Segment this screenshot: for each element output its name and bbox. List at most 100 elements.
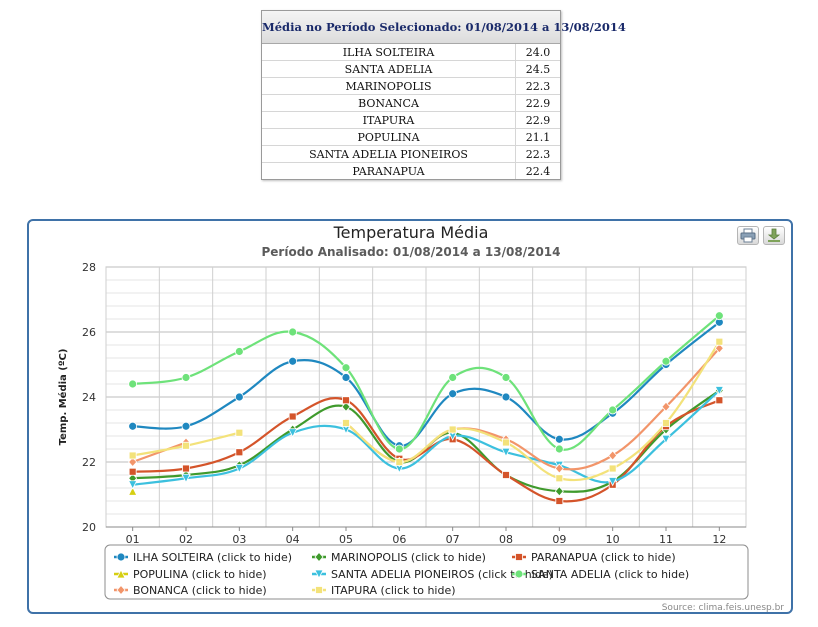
data-point-santa-adelia-pioneiros[interactable] xyxy=(661,434,671,445)
data-point-santa-adelia[interactable] xyxy=(501,373,511,382)
data-point-paranapua[interactable] xyxy=(235,448,244,457)
data-point-ilha-solteira[interactable] xyxy=(448,389,458,399)
legend-marker[interactable] xyxy=(116,584,126,596)
data-point-santa-adelia[interactable] xyxy=(554,444,564,454)
data-point-santa-adelia-pioneiros[interactable] xyxy=(608,477,618,487)
x-tick-label: 02 xyxy=(179,533,193,546)
data-point-ilha-solteira[interactable] xyxy=(288,356,298,366)
data-point-ilha-solteira[interactable] xyxy=(128,421,138,431)
x-tick-label: 06 xyxy=(392,533,406,546)
data-point-paranapua[interactable] xyxy=(502,471,510,479)
data-point-ilha-solteira[interactable] xyxy=(341,373,351,382)
data-point-paranapua[interactable] xyxy=(128,467,137,476)
legend-label: PARANAPUA (click to hide) xyxy=(531,551,676,564)
legend-item-paranapua[interactable]: PARANAPUA (click to hide) xyxy=(512,551,676,564)
station-name: POPULINA xyxy=(262,128,516,146)
data-point-itapura[interactable] xyxy=(395,458,404,466)
legend-marker[interactable] xyxy=(116,552,126,562)
data-point-ilha-solteira[interactable] xyxy=(501,392,511,402)
data-point-ilha-solteira[interactable] xyxy=(234,392,244,402)
data-point-bonanca[interactable] xyxy=(128,456,138,468)
data-point-santa-adelia[interactable] xyxy=(128,379,138,389)
legend-label: MARINOPOLIS (click to hide) xyxy=(331,551,486,564)
data-point-santa-adelia[interactable] xyxy=(661,356,671,366)
print-button[interactable] xyxy=(737,226,759,245)
data-point-ilha-solteira[interactable] xyxy=(554,434,564,444)
x-tick-label: 01 xyxy=(126,533,140,546)
station-average: 24.0 xyxy=(525,45,551,59)
data-point-santa-adelia[interactable] xyxy=(288,327,298,337)
station-name: SANTA ADELIA PIONEIROS xyxy=(262,145,516,163)
legend-label: SANTA ADELIA PIONEIROS (click to hide) xyxy=(331,568,553,581)
data-point-paranapua[interactable] xyxy=(342,396,350,405)
table-row: POPULINA 21.1 xyxy=(262,128,560,146)
legend-item-ilha-solteira[interactable]: ILHA SOLTEIRA (click to hide) xyxy=(114,551,292,564)
x-tick-label: 05 xyxy=(339,533,353,546)
data-point-bonanca[interactable] xyxy=(554,463,564,474)
data-point-santa-adelia-pioneiros[interactable] xyxy=(288,428,298,438)
data-point-santa-adelia-pioneiros[interactable] xyxy=(714,386,724,396)
data-point-itapura[interactable] xyxy=(448,425,457,434)
data-point-ilha-solteira[interactable] xyxy=(181,421,191,431)
data-point-santa-adelia[interactable] xyxy=(448,373,458,382)
legend-item-bonanca[interactable]: BONANCA (click to hide) xyxy=(114,584,267,597)
summary-body: ILHA SOLTEIRA 24.0 SANTA ADELIA 24.5 MARINOP… xyxy=(262,44,560,179)
data-point-itapura[interactable] xyxy=(182,441,190,450)
x-tick-label: 08 xyxy=(499,533,513,546)
legend-marker[interactable] xyxy=(514,569,524,579)
data-point-itapura[interactable] xyxy=(502,438,510,447)
y-tick-label: 22 xyxy=(82,456,96,469)
data-point-santa-adelia[interactable] xyxy=(341,363,351,373)
data-point-itapura[interactable] xyxy=(715,337,724,346)
data-point-itapura[interactable] xyxy=(662,419,670,427)
y-tick-label: 28 xyxy=(82,261,96,274)
data-point-santa-adelia-pioneiros[interactable] xyxy=(128,480,138,490)
station-name: ITAPURA xyxy=(262,111,516,129)
data-point-santa-adelia-pioneiros[interactable] xyxy=(501,447,511,458)
data-point-itapura[interactable] xyxy=(128,451,137,460)
data-point-bonanca[interactable] xyxy=(714,343,724,354)
station-average: 24.5 xyxy=(515,60,560,78)
legend-item-populina[interactable]: POPULINA (click to hide) xyxy=(114,568,267,581)
station-average: 22.4 xyxy=(515,162,560,179)
data-point-paranapua[interactable] xyxy=(555,497,564,505)
station-name: BONANCA xyxy=(262,94,516,112)
data-point-marinopolis[interactable] xyxy=(341,401,351,412)
data-point-itapura[interactable] xyxy=(608,464,617,473)
data-point-santa-adelia[interactable] xyxy=(608,405,618,415)
printer-icon xyxy=(740,228,756,243)
legend-marker[interactable] xyxy=(314,551,324,563)
legend-marker[interactable] xyxy=(315,586,323,594)
legend-item-santa-adelia-pioneiros[interactable]: SANTA ADELIA PIONEIROS (click to hide) xyxy=(312,568,553,581)
data-point-santa-adelia[interactable] xyxy=(181,373,191,382)
legend-item-santa-adelia[interactable]: SANTA ADELIA (click to hide) xyxy=(512,568,689,581)
data-point-itapura[interactable] xyxy=(235,428,244,437)
station-name: SANTA ADELIA xyxy=(262,60,516,78)
data-point-marinopolis[interactable] xyxy=(554,486,564,497)
data-point-paranapua[interactable] xyxy=(715,396,724,405)
legend-item-marinopolis[interactable]: MARINOPOLIS (click to hide) xyxy=(312,551,486,564)
legend-item-itapura[interactable]: ITAPURA (click to hide) xyxy=(312,584,456,597)
x-tick-label: 09 xyxy=(552,533,566,546)
data-point-bonanca[interactable] xyxy=(608,450,618,461)
legend-label: BONANCA (click to hide) xyxy=(133,584,267,597)
data-point-populina[interactable] xyxy=(128,486,138,496)
legend-marker[interactable] xyxy=(314,569,324,579)
data-point-bonanca[interactable] xyxy=(661,401,671,412)
legend-marker[interactable] xyxy=(116,569,126,579)
data-point-paranapua[interactable] xyxy=(288,412,297,421)
data-point-itapura[interactable] xyxy=(342,419,350,427)
y-tick-label: 24 xyxy=(82,391,96,404)
data-point-santa-adelia[interactable] xyxy=(394,444,404,454)
data-point-santa-adelia[interactable] xyxy=(714,311,724,321)
data-point-paranapua[interactable] xyxy=(182,464,190,473)
table-row: ILHA SOLTEIRA 24.0 xyxy=(262,44,560,61)
export-button[interactable] xyxy=(763,226,785,245)
x-tick-label: 07 xyxy=(446,533,460,546)
data-point-santa-adelia-pioneiros[interactable] xyxy=(234,464,244,474)
data-point-santa-adelia-pioneiros[interactable] xyxy=(181,473,191,484)
data-point-santa-adelia[interactable] xyxy=(234,347,244,356)
legend-label: ILHA SOLTEIRA (click to hide) xyxy=(133,551,292,564)
data-point-itapura[interactable] xyxy=(555,474,564,483)
legend-marker[interactable] xyxy=(515,553,523,561)
